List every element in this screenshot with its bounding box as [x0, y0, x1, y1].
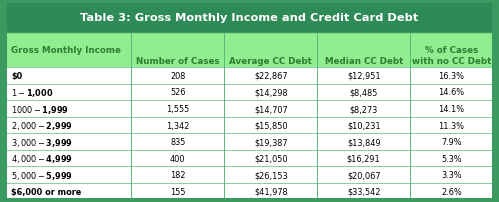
Text: $10,231: $10,231 [347, 121, 381, 130]
Text: 182: 182 [170, 170, 186, 179]
Text: 1,342: 1,342 [166, 121, 190, 130]
Text: $4,000-$4,999: $4,000-$4,999 [11, 152, 73, 164]
Text: $21,050: $21,050 [254, 154, 287, 163]
Text: Number of Cases: Number of Cases [136, 57, 220, 65]
Text: 14.6%: 14.6% [438, 88, 465, 97]
Text: 2.6%: 2.6% [441, 187, 462, 196]
Text: 155: 155 [170, 187, 186, 196]
Text: $8,273: $8,273 [350, 104, 378, 114]
Text: 526: 526 [170, 88, 186, 97]
Text: $15,850: $15,850 [254, 121, 287, 130]
Text: $12,951: $12,951 [347, 72, 381, 81]
Bar [6, 84, 493, 101]
Text: $6,000 or more: $6,000 or more [11, 187, 82, 196]
Bar [6, 117, 493, 134]
Text: 835: 835 [170, 137, 186, 146]
Text: 400: 400 [170, 154, 186, 163]
Bar [6, 33, 493, 68]
Text: $8,485: $8,485 [349, 88, 378, 97]
Text: $2,000-$2,999: $2,000-$2,999 [11, 119, 73, 131]
Text: $20,067: $20,067 [347, 170, 380, 179]
Text: 11.3%: 11.3% [438, 121, 465, 130]
Text: $26,153: $26,153 [254, 170, 287, 179]
Bar [6, 3, 493, 33]
Text: $14,707: $14,707 [254, 104, 287, 114]
Text: 1,555: 1,555 [166, 104, 190, 114]
Bar [6, 68, 493, 84]
Text: $16,291: $16,291 [347, 154, 381, 163]
Bar [6, 134, 493, 150]
Bar [6, 101, 493, 117]
Text: Table 3: Gross Monthly Income and Credit Card Debt: Table 3: Gross Monthly Income and Credit… [80, 13, 419, 23]
Text: Average CC Debt: Average CC Debt [230, 57, 312, 65]
Text: 7.9%: 7.9% [441, 137, 462, 146]
Bar [6, 183, 493, 199]
Text: $0: $0 [11, 72, 23, 81]
Text: $22,867: $22,867 [254, 72, 287, 81]
Text: 16.3%: 16.3% [438, 72, 465, 81]
Text: 14.1%: 14.1% [438, 104, 465, 114]
Text: % of Cases
with no CC Debt: % of Cases with no CC Debt [412, 46, 491, 65]
Text: 3.3%: 3.3% [441, 170, 462, 179]
Text: 208: 208 [170, 72, 186, 81]
Text: Gross Monthly Income: Gross Monthly Income [11, 46, 121, 55]
Text: $13,849: $13,849 [347, 137, 381, 146]
Bar [6, 150, 493, 166]
Text: $5,000-$5,999: $5,000-$5,999 [11, 169, 73, 181]
Text: $19,387: $19,387 [254, 137, 287, 146]
Text: $41,978: $41,978 [254, 187, 287, 196]
Text: $14,298: $14,298 [254, 88, 287, 97]
Text: $1-$1,000: $1-$1,000 [11, 87, 54, 99]
Text: $1000-$1,999: $1000-$1,999 [11, 103, 69, 115]
Text: $3,000-$3,999: $3,000-$3,999 [11, 136, 73, 148]
Text: 5.3%: 5.3% [441, 154, 462, 163]
Bar [6, 166, 493, 183]
Text: $33,542: $33,542 [347, 187, 380, 196]
Text: Median CC Debt: Median CC Debt [324, 57, 403, 65]
